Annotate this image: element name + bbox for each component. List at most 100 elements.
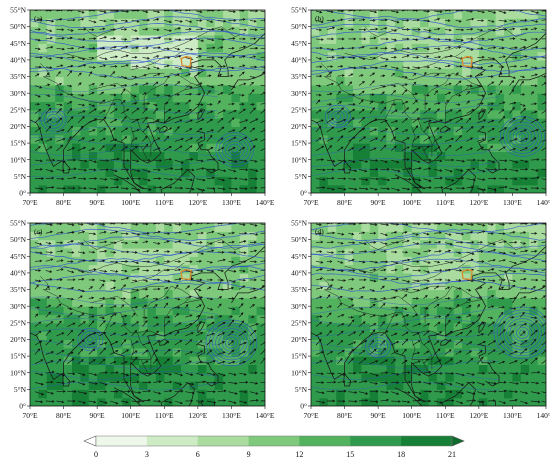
shading-cell: [478, 176, 488, 186]
shading-cell: [105, 331, 115, 340]
shading-cell: [239, 59, 249, 69]
shading-cell: [197, 272, 207, 282]
wind-vector: [315, 332, 323, 337]
wind-vector: [185, 73, 192, 77]
shading-cell: [197, 289, 207, 299]
wind-vector: [541, 38, 546, 40]
shading-cell: [453, 93, 463, 103]
wind-vector: [487, 268, 495, 271]
shading-cell: [164, 372, 174, 382]
shading-cell: [462, 109, 472, 119]
shading-cell: [214, 297, 224, 307]
wind-vector: [260, 138, 265, 142]
shading-cell: [520, 176, 530, 186]
shading-cell: [462, 76, 472, 86]
wind-vector: [196, 332, 204, 337]
shading-cell: [537, 231, 546, 241]
wind-vector: [120, 232, 129, 236]
shading-cell: [97, 306, 107, 316]
wind-vector: [56, 340, 64, 346]
shading-cell: [46, 10, 56, 19]
shading-cell: [327, 281, 337, 291]
shading-cell: [181, 364, 191, 374]
shading-cell: [353, 176, 362, 186]
wind-vector: [380, 128, 389, 133]
wind-vector: [315, 372, 324, 376]
wind-vector: [380, 359, 388, 364]
wind-vector: [67, 390, 77, 394]
shading-cell: [223, 289, 232, 299]
wind-vector: [239, 231, 248, 235]
wind-vector: [206, 146, 214, 151]
shading-cell: [403, 18, 413, 28]
shading-cell: [487, 59, 497, 69]
wind-vector: [206, 349, 213, 355]
shading-cell: [361, 101, 371, 111]
wind-vector: [142, 46, 149, 50]
shading-cell: [105, 43, 115, 53]
shading-cell: [88, 281, 98, 291]
lon-tick-label: 130°E: [503, 198, 522, 207]
wind-vector: [142, 287, 149, 291]
shading-cell: [394, 43, 404, 53]
shading-cell: [436, 126, 446, 136]
shading-cell: [105, 297, 115, 307]
shading-cell: [311, 397, 320, 406]
wind-vector: [315, 74, 323, 78]
wind-vector: [369, 348, 377, 355]
shading-cell: [386, 93, 396, 103]
shading-cell: [80, 134, 90, 144]
shading-cell: [361, 297, 371, 307]
wind-vector: [110, 322, 116, 327]
wind-vector: [412, 297, 419, 300]
lat-tick-label: 50°N: [291, 22, 307, 31]
wind-vector: [487, 381, 497, 385]
shading-cell: [239, 339, 249, 349]
lat-tick-label: 45°N: [10, 252, 26, 261]
wind-vector: [466, 314, 472, 318]
shading-cell: [512, 372, 522, 382]
wind-vector: [77, 125, 84, 133]
wind-vector: [131, 232, 141, 236]
shading-cell: [181, 297, 191, 307]
shading-cell: [46, 118, 56, 127]
streamline: [30, 307, 219, 316]
wind-vector: [142, 279, 149, 283]
lat-tick-label: 10°N: [10, 155, 26, 164]
shading-cell: [80, 372, 90, 382]
shading-cell: [38, 143, 48, 152]
shading-cell: [130, 314, 140, 324]
wind-vector: [520, 340, 528, 346]
wind-vector: [153, 147, 161, 151]
shading-cell: [319, 143, 329, 152]
wind-vector: [530, 57, 537, 60]
shading-cell: [386, 322, 396, 332]
shading-cell: [420, 372, 430, 382]
shading-cell: [311, 289, 320, 299]
wind-vector: [34, 18, 43, 22]
wind-vector: [217, 372, 226, 377]
wind-vector: [348, 357, 354, 364]
wind-vector: [487, 75, 494, 78]
shading-cell: [139, 109, 149, 119]
shading-cell: [453, 176, 463, 186]
shading-cell: [164, 59, 174, 69]
shading-cell: [453, 118, 463, 127]
shading-cell: [256, 372, 265, 382]
shading-cell: [80, 176, 90, 186]
panel-b-streamlines: [311, 10, 546, 178]
shading-cell: [344, 347, 354, 357]
border-line: [421, 146, 429, 160]
shading-cell: [462, 176, 472, 186]
study-region-outline: [461, 268, 473, 281]
wind-vector: [174, 372, 184, 377]
wind-vector: [67, 297, 74, 301]
shading-cell: [172, 76, 182, 86]
lon-tick-label: 140°E: [256, 198, 275, 207]
shading-cell: [487, 331, 497, 340]
wind-vector: [348, 269, 356, 272]
shading-cell: [311, 109, 320, 119]
shading-cell: [311, 101, 320, 111]
wind-vector: [315, 19, 324, 24]
